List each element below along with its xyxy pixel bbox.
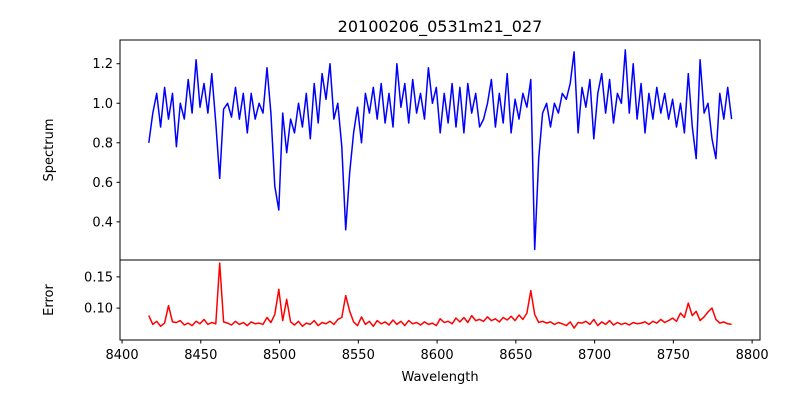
spectrum-ytick-label: 1.2 xyxy=(92,57,113,72)
error-xtick-label: 8800 xyxy=(736,348,769,363)
error-xtick-label: 8650 xyxy=(499,348,532,363)
error-xtick-label: 8400 xyxy=(106,348,139,363)
error-axes: 0.10 0.15 8400 8450 8500 8550 8600 8650 8700 8750… xyxy=(84,259,769,363)
error-xtick-label: 8750 xyxy=(657,348,690,363)
spectrum-ytick-label: 0.8 xyxy=(92,136,113,151)
error-ylabel: Error xyxy=(42,284,57,316)
error-xtick-label: 8700 xyxy=(578,348,611,363)
error-xtick-label: 8600 xyxy=(421,348,454,363)
spectrum-ytick-label: 0.4 xyxy=(92,215,113,230)
spectrum-ytick-label: 0.6 xyxy=(92,176,113,191)
chart-title: 20100206_0531m21_027 xyxy=(338,17,543,37)
error-ytick-label: 0.10 xyxy=(84,302,113,317)
spectrum-series-line xyxy=(148,49,733,251)
error-axes-frame xyxy=(119,259,761,341)
error-ytick-label: 0.15 xyxy=(84,270,113,285)
error-xtick-label: 8450 xyxy=(184,348,217,363)
spectrum-ylabel: Spectrum xyxy=(42,119,57,182)
error-series-line xyxy=(148,262,732,329)
x-axis-label: Wavelength xyxy=(401,370,478,385)
error-xtick-label: 8500 xyxy=(263,348,296,363)
spectrum-ytick-label: 1.0 xyxy=(92,97,113,112)
error-xtick-label: 8550 xyxy=(342,348,375,363)
